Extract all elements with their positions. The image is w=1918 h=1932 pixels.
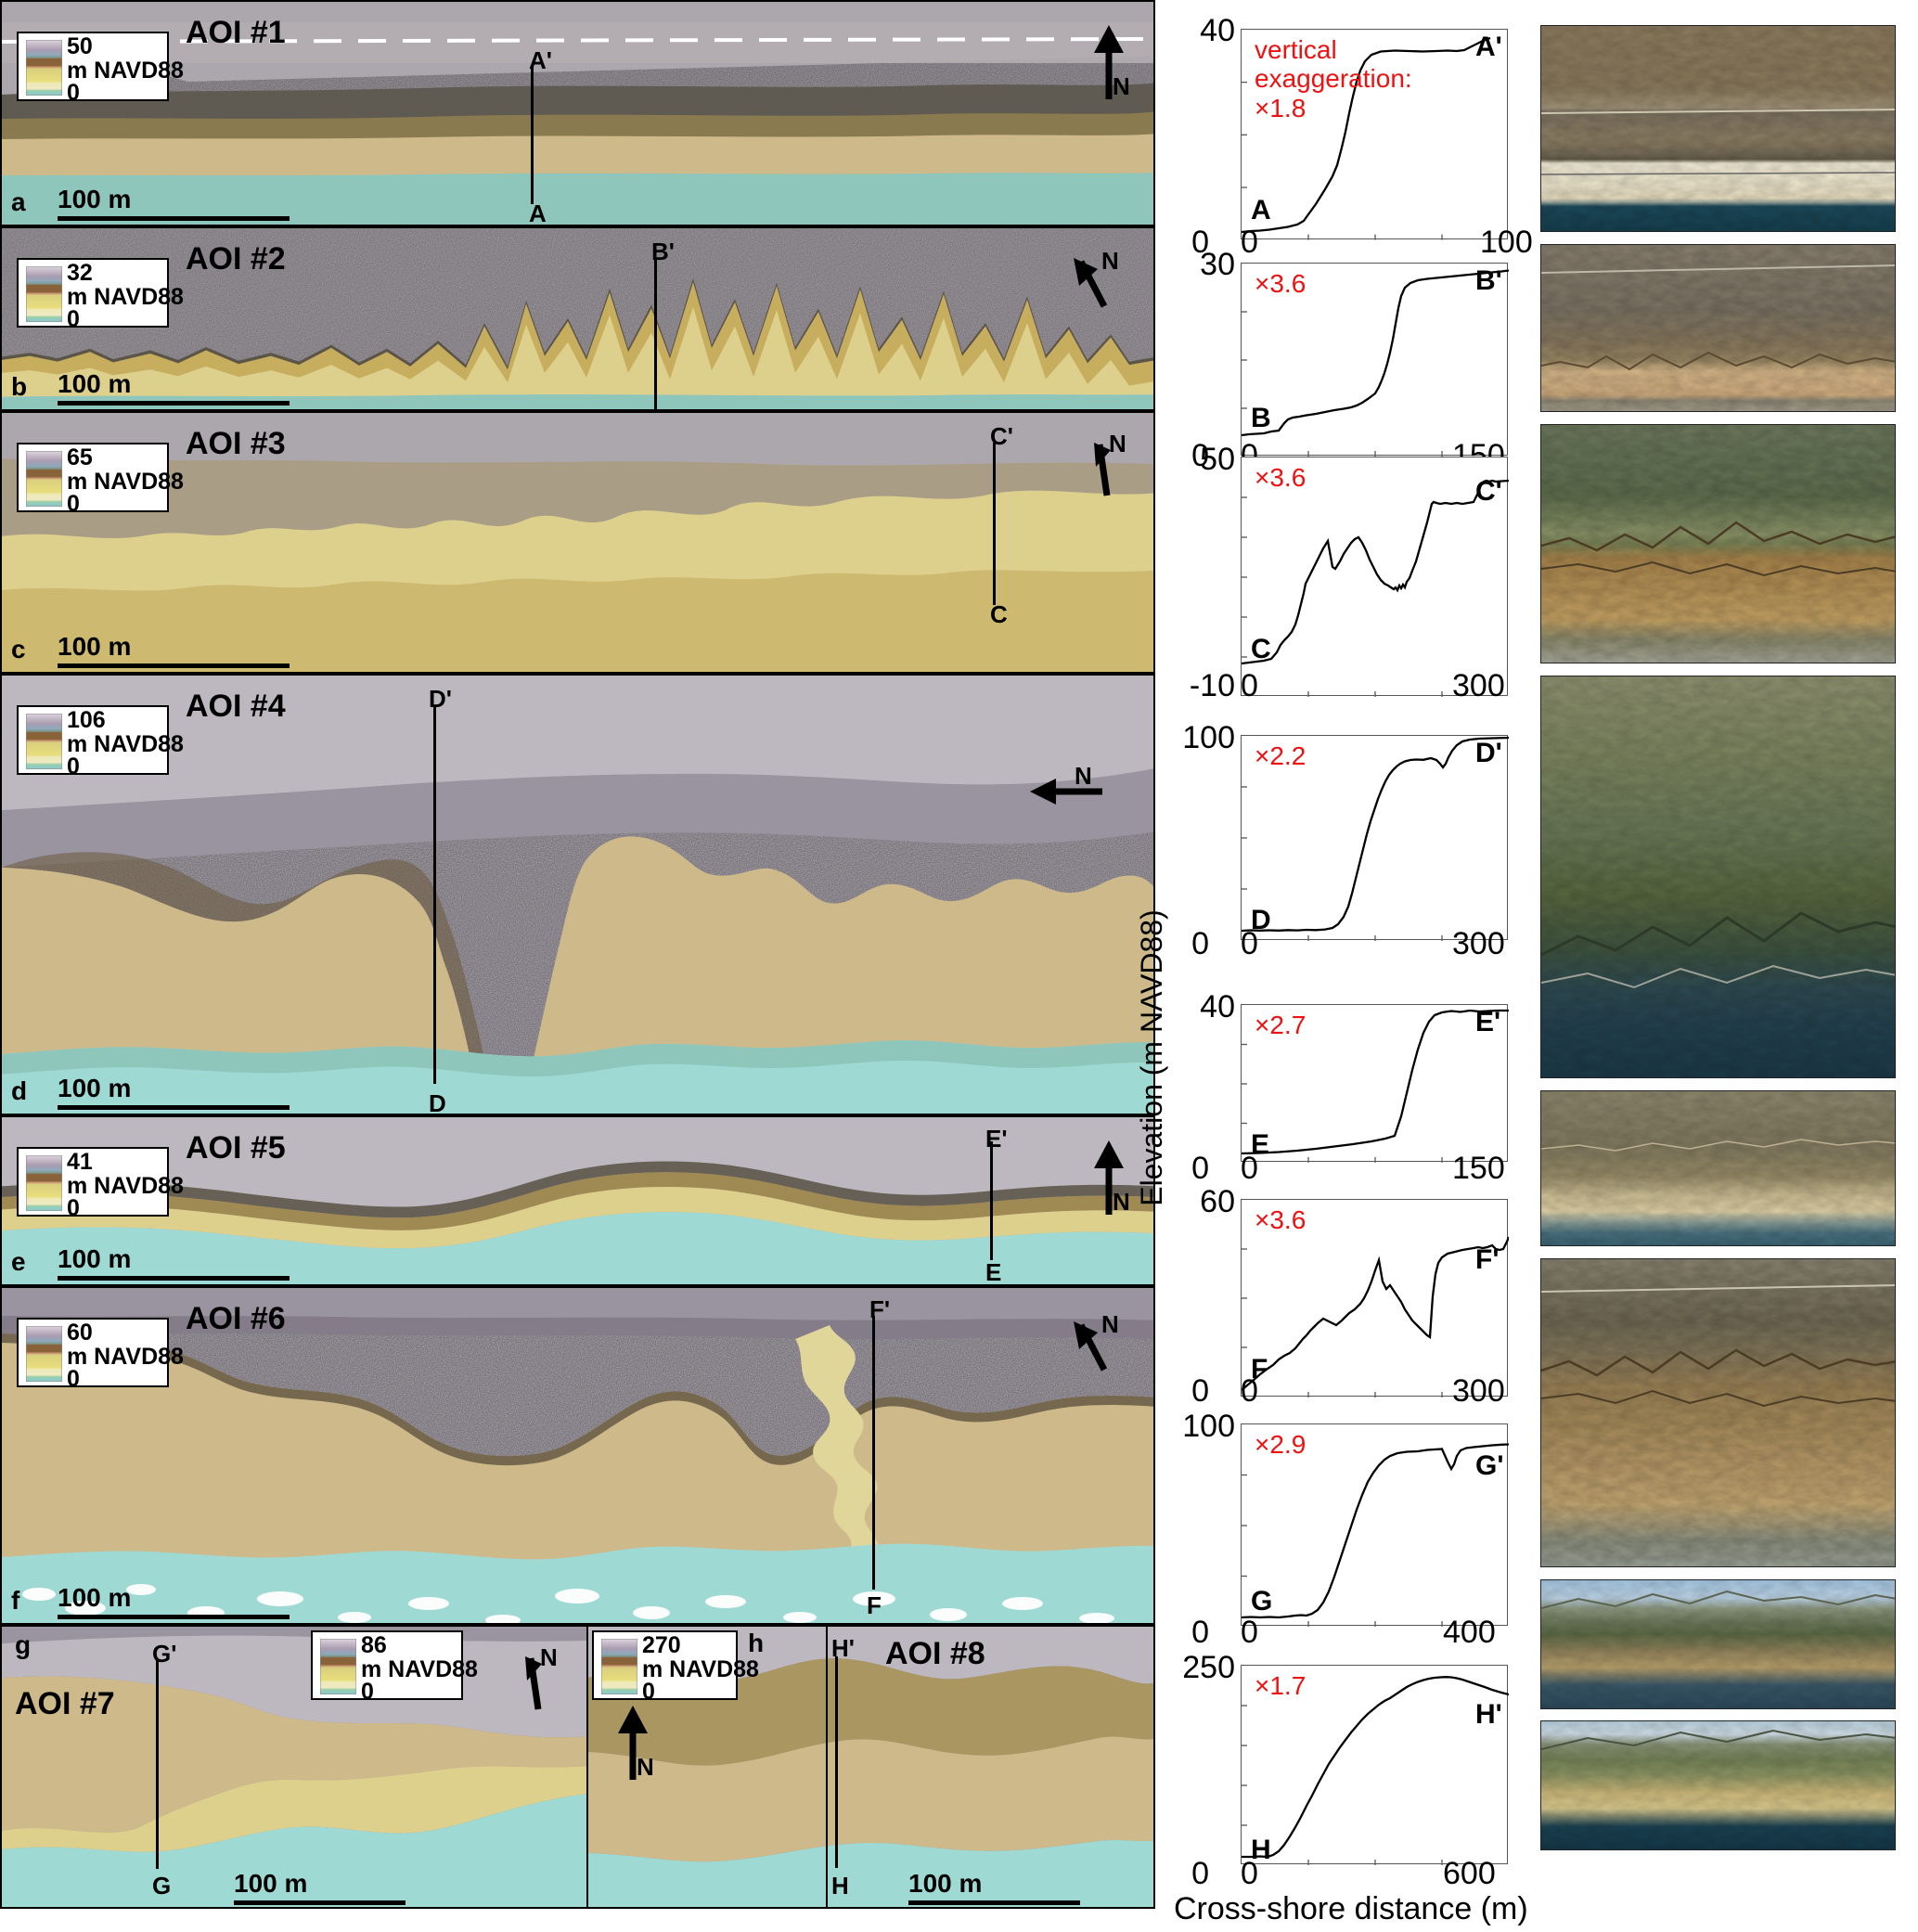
svg-text:N: N (1101, 247, 1119, 275)
svg-text:N: N (1101, 1310, 1119, 1338)
svg-text:N: N (1075, 764, 1092, 790)
svg-text:N: N (1109, 430, 1126, 457)
svg-text:N: N (1113, 1188, 1130, 1216)
svg-text:N: N (1113, 72, 1130, 100)
svg-text:N: N (540, 1643, 558, 1671)
svg-text:N: N (637, 1753, 654, 1781)
